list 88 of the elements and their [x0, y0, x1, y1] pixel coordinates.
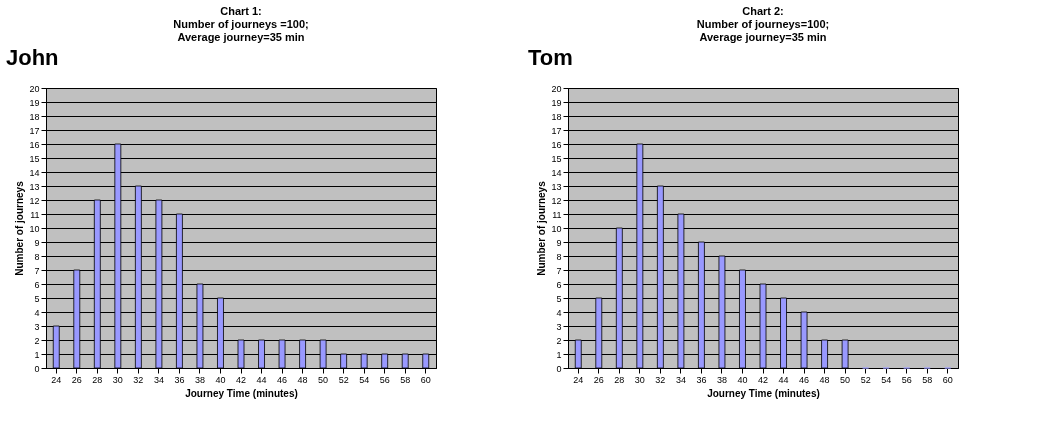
y-tick-label: 11 [552, 209, 562, 220]
y-tick-label: 14 [551, 167, 562, 178]
y-tick-label: 3 [556, 321, 562, 332]
x-tick-label: 26 [593, 374, 604, 385]
y-tick-label: 4 [556, 307, 562, 318]
x-tick-label: 46 [277, 374, 288, 385]
y-tick-label: 17 [29, 125, 40, 136]
x-tick-label: 54 [359, 374, 370, 385]
x-tick-label: 24 [51, 374, 62, 385]
y-tick-label: 3 [34, 321, 40, 332]
x-axis-title: Journey Time (minutes) [185, 387, 298, 399]
x-tick-label: 38 [716, 374, 727, 385]
x-tick-label: 32 [133, 374, 144, 385]
y-tick-label: 7 [34, 265, 40, 276]
y-tick-label: 2 [34, 335, 40, 346]
x-tick-label: 40 [215, 374, 226, 385]
y-tick-label: 10 [551, 223, 562, 234]
y-tick-label: 6 [34, 279, 40, 290]
y-tick-label: 20 [551, 83, 562, 94]
x-tick-label: 58 [922, 374, 933, 385]
y-tick-label: 0 [556, 363, 562, 374]
x-tick-label: 58 [400, 374, 411, 385]
chart-title: Chart 1: Number of journeys =100; Average journey=35 min [173, 5, 309, 43]
y-tick-label: 19 [29, 97, 40, 108]
x-tick-label: 44 [256, 374, 267, 385]
y-tick-label: 9 [34, 237, 40, 248]
x-tick-label: 26 [71, 374, 82, 385]
x-tick-label: 24 [573, 374, 584, 385]
y-axis-title: Number of journeys [14, 180, 26, 276]
y-tick-label: 12 [551, 195, 562, 206]
y-tick-label: 5 [556, 293, 562, 304]
x-tick-label: 60 [942, 374, 953, 385]
x-tick-label: 30 [112, 374, 123, 385]
y-tick-label: 16 [551, 139, 562, 150]
y-tick-label: 17 [551, 125, 562, 136]
y-tick-label: 13 [551, 181, 562, 192]
y-tick-label: 15 [29, 153, 40, 164]
x-tick-label: 28 [92, 374, 103, 385]
x-tick-label: 52 [860, 374, 871, 385]
x-tick-label: 52 [338, 374, 349, 385]
y-tick-label: 4 [34, 307, 40, 318]
x-tick-label: 50 [318, 374, 329, 385]
x-tick-label: 40 [737, 374, 748, 385]
x-tick-label: 48 [819, 374, 830, 385]
x-tick-label: 56 [379, 374, 390, 385]
y-tick-label: 9 [556, 237, 562, 248]
x-tick-label: 42 [235, 374, 247, 385]
y-tick-label: 12 [29, 195, 40, 206]
x-tick-label: 48 [297, 374, 308, 385]
y-tick-label: 20 [29, 83, 40, 94]
x-tick-label: 46 [799, 374, 810, 385]
y-tick-label: 8 [556, 251, 562, 262]
x-tick-label: 50 [840, 374, 851, 385]
text: John [6, 45, 59, 70]
y-tick-label: 18 [29, 111, 40, 122]
y-tick-label: 11 [30, 209, 40, 220]
x-tick-label: 34 [675, 374, 686, 385]
y-tick-label: 14 [29, 167, 40, 178]
y-tick-label: 10 [29, 223, 40, 234]
x-tick-label: 38 [194, 374, 205, 385]
y-tick-label: 1 [34, 349, 40, 360]
y-tick-label: 13 [29, 181, 40, 192]
y-tick-label: 19 [551, 97, 562, 108]
y-tick-label: 1 [556, 349, 562, 360]
x-tick-label: 34 [153, 374, 164, 385]
x-tick-label: 42 [757, 374, 769, 385]
y-tick-label: 5 [34, 293, 40, 304]
x-tick-label: 30 [634, 374, 645, 385]
x-tick-label: 28 [614, 374, 625, 385]
x-tick-label: 36 [174, 374, 185, 385]
y-tick-label: 16 [29, 139, 40, 150]
x-tick-label: 36 [696, 374, 707, 385]
x-tick-label: 60 [420, 374, 431, 385]
x-tick-label: 56 [901, 374, 912, 385]
y-axis-title: Number of journeys [536, 180, 548, 276]
y-tick-label: 15 [551, 153, 562, 164]
text: Tom [528, 45, 573, 70]
y-tick-label: 8 [34, 251, 40, 262]
x-axis-title: Journey Time (minutes) [707, 387, 820, 399]
x-tick-label: 54 [881, 374, 892, 385]
y-tick-label: 0 [34, 363, 40, 374]
chart-title: Chart 2: Number of journeys=100; Average journey=35 min [696, 5, 830, 43]
y-tick-label: 6 [556, 279, 562, 290]
y-tick-label: 18 [551, 111, 562, 122]
x-tick-label: 32 [655, 374, 666, 385]
x-tick-label: 44 [778, 374, 789, 385]
y-tick-label: 2 [556, 335, 562, 346]
y-tick-label: 7 [556, 265, 562, 276]
